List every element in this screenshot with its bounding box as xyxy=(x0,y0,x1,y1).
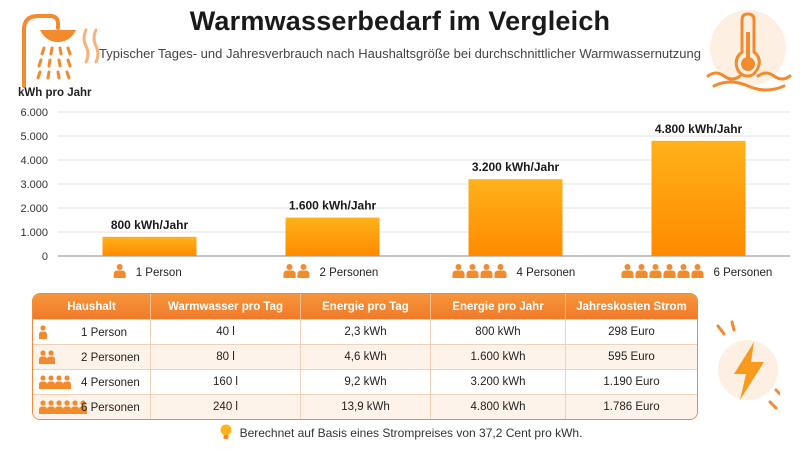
lightbulb-icon xyxy=(220,424,232,439)
table-row: 2 Personen 80 l 4,6 kWh 1.600 kWh 595 Euro xyxy=(33,344,697,369)
table-cell: 9,2 kWh xyxy=(301,369,431,394)
person-icon xyxy=(649,264,662,278)
table-cell: 80 l xyxy=(151,344,301,369)
person-icon xyxy=(480,264,493,278)
x-category-icons xyxy=(452,264,507,278)
table-cell: 1.600 kWh xyxy=(431,344,566,369)
y-tick-label: 0 xyxy=(42,251,48,263)
person-icon xyxy=(39,325,77,339)
table-cell: 4,6 kWh xyxy=(301,344,431,369)
thermometer-water-icon xyxy=(706,10,792,92)
bar xyxy=(468,179,563,256)
table-cell: 595 Euro xyxy=(566,344,697,369)
header-haushalt: Haushalt xyxy=(33,294,151,319)
x-category-label: 4 Personen xyxy=(517,267,576,279)
person-icon xyxy=(494,264,507,278)
table-cell: 1.786 Euro xyxy=(566,394,697,419)
table-row: 6 Personen 240 l 13,9 kWh 4.800 kWh 1.786 Eu… xyxy=(33,394,697,419)
bar-data-label: 3.200 kWh/Jahr xyxy=(472,160,560,174)
y-tick-label: 2.000 xyxy=(20,203,48,215)
table-cell: 2,3 kWh xyxy=(301,319,431,344)
footer-note: Berechnet auf Basis eines Strompreises v… xyxy=(0,423,800,441)
person-icon xyxy=(113,264,126,278)
bar-chart: kWh pro Jahr 0 1.000 2.000 3.000 4.000 5.000 6… xyxy=(18,87,790,279)
table-row: 4 Personen 160 l 9,2 kWh 3.200 kWh 1.190 Eur… xyxy=(33,369,697,394)
y-tick-label: 3.000 xyxy=(20,179,48,191)
y-tick-label: 5.000 xyxy=(20,131,48,143)
header-jahreskosten: Jahreskosten Strom xyxy=(566,294,697,319)
person-icon xyxy=(635,264,648,278)
y-tick-label: 1.000 xyxy=(20,227,48,239)
bar-data-label: 4.800 kWh/Jahr xyxy=(655,122,743,136)
haushalt-label: 2 Personen xyxy=(81,352,140,364)
consumption-table: Haushalt Warmwasser pro Tag Energie pro … xyxy=(32,293,698,420)
person-icon xyxy=(452,264,465,278)
page-title: Warmwasserbedarf im Vergleich xyxy=(189,6,611,36)
lightning-bolt-icon xyxy=(716,320,780,410)
person-icon xyxy=(677,264,690,278)
table-cell: 160 l xyxy=(151,369,301,394)
haushalt-label: 6 Personen xyxy=(81,402,140,414)
table-cell: 4 Personen xyxy=(33,369,151,394)
bar xyxy=(651,140,746,256)
haushalt-label: 1 Person xyxy=(81,327,128,339)
bar-data-label: 1.600 kWh/Jahr xyxy=(289,199,377,213)
x-category-icons xyxy=(283,264,310,278)
bar xyxy=(102,236,197,256)
table-row: 1 Person 40 l 2,3 kWh 800 kWh 298 Euro xyxy=(33,319,697,344)
y-tick-label: 4.000 xyxy=(20,155,48,167)
person-icon xyxy=(691,264,704,278)
person-icon xyxy=(466,264,479,278)
y-tick-label: 6.000 xyxy=(20,107,48,119)
table-cell: 1 Person xyxy=(33,319,151,344)
x-category-icons xyxy=(113,264,126,278)
person-icon xyxy=(39,375,77,389)
table-cell: 3.200 kWh xyxy=(431,369,566,394)
table-cell: 800 kWh xyxy=(431,319,566,344)
table-cell: 13,9 kWh xyxy=(301,394,431,419)
person-icon xyxy=(39,350,77,364)
person-icon xyxy=(297,264,310,278)
header-energie-tag: Energie pro Tag xyxy=(301,294,431,319)
header-energie-jahr: Energie pro Jahr xyxy=(431,294,566,319)
shower-icon xyxy=(22,14,100,88)
person-icon xyxy=(283,264,296,278)
x-category-label: 6 Personen xyxy=(714,267,773,279)
haushalt-label: 4 Personen xyxy=(81,377,140,389)
footer-note-text: Berechnet auf Basis eines Strompreises v… xyxy=(239,426,583,440)
bar-data-label: 800 kWh/Jahr xyxy=(111,218,189,232)
table-cell: 298 Euro xyxy=(566,319,697,344)
table-cell: 2 Personen xyxy=(33,344,151,369)
table-cell: 240 l xyxy=(151,394,301,419)
x-category-icons xyxy=(621,264,704,278)
person-icon xyxy=(621,264,634,278)
table-cell: 4.800 kWh xyxy=(431,394,566,419)
person-icon xyxy=(663,264,676,278)
table-cell: 1.190 Euro xyxy=(566,369,697,394)
header-warmwasser: Warmwasser pro Tag xyxy=(151,294,301,319)
table-cell: 6 Personen xyxy=(33,394,151,419)
table-header-row: Haushalt Warmwasser pro Tag Energie pro … xyxy=(33,294,697,319)
bar xyxy=(285,217,380,256)
x-category-label: 1 Person xyxy=(136,267,182,279)
person-icon xyxy=(39,400,87,414)
page-subtitle: Typischer Tages- und Jahresverbrauch nac… xyxy=(99,46,701,61)
y-axis-label: kWh pro Jahr xyxy=(18,87,92,99)
x-category-label: 2 Personen xyxy=(320,267,379,279)
table-cell: 40 l xyxy=(151,319,301,344)
